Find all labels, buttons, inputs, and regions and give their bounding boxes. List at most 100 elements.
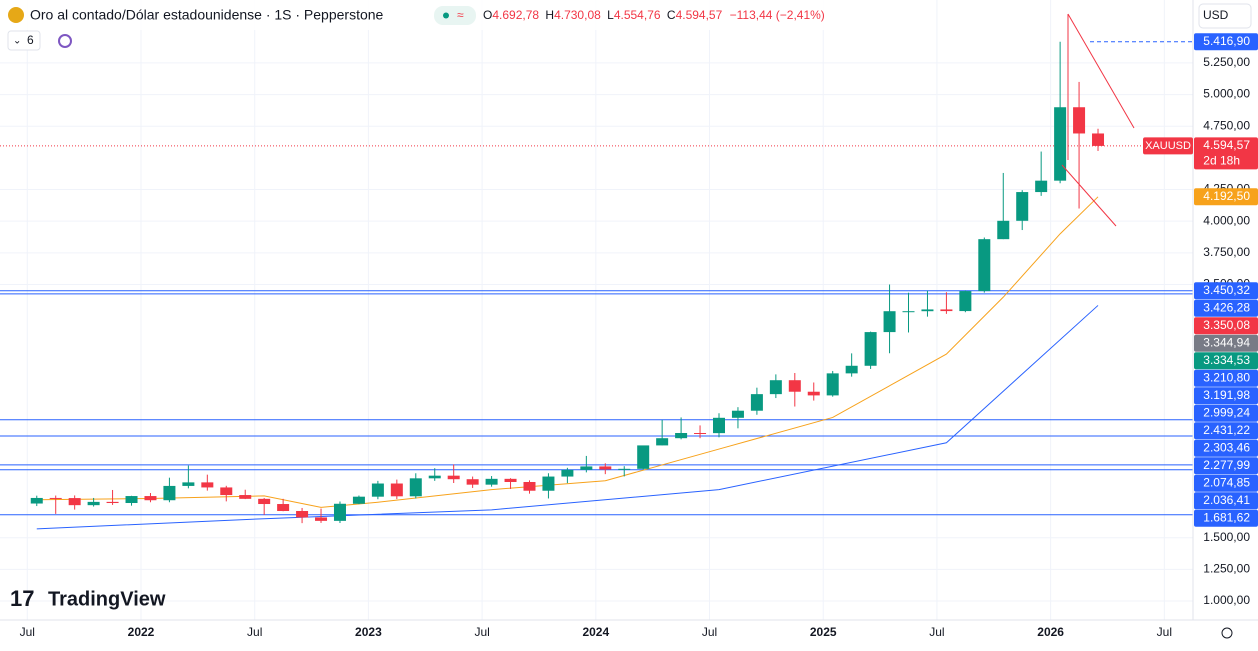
candle xyxy=(466,476,479,488)
candle-body xyxy=(106,501,119,504)
candle-body xyxy=(542,476,555,491)
y-tick-label: 3.750,00 xyxy=(1203,245,1250,259)
price-label: 3.344,94 xyxy=(1203,335,1250,349)
candle xyxy=(239,489,252,500)
candle xyxy=(997,172,1010,240)
market-status[interactable] xyxy=(434,6,476,25)
price-label-bg xyxy=(1194,474,1258,492)
candle-body xyxy=(220,487,233,496)
y-tick-label: 5.000,00 xyxy=(1203,87,1250,101)
indicator-count: 6 xyxy=(27,33,34,47)
candle-body xyxy=(239,495,252,499)
x-tick-label: 2026 xyxy=(1037,625,1064,639)
candle-body xyxy=(731,410,744,418)
price-label: 2.999,24 xyxy=(1203,405,1250,419)
candle-body xyxy=(883,311,896,333)
candle-body xyxy=(125,496,138,504)
chevron: ⌄ xyxy=(13,36,21,47)
value: 4.730,08 xyxy=(554,8,601,22)
currency-button[interactable] xyxy=(1198,3,1252,29)
candle-body xyxy=(1054,107,1067,181)
candle-body xyxy=(258,498,271,505)
candle xyxy=(485,476,498,487)
candle xyxy=(315,508,328,523)
symbol-tag-bg xyxy=(1143,137,1193,155)
candle-body xyxy=(618,468,631,470)
candle xyxy=(769,374,782,399)
candle-body xyxy=(750,394,763,411)
candle xyxy=(296,507,309,524)
price-label-bg xyxy=(1194,299,1258,317)
x-tick-label: Jul xyxy=(929,625,944,639)
candle-body xyxy=(466,479,479,485)
logo-mark: 17 xyxy=(10,586,34,611)
price-label-bg xyxy=(1194,317,1258,335)
candle xyxy=(712,413,725,438)
candle xyxy=(675,417,688,440)
candle-body xyxy=(1016,192,1029,221)
candle-body xyxy=(390,483,403,497)
candle-body xyxy=(485,478,498,485)
price-label: 2.277,99 xyxy=(1203,458,1250,472)
indicators-toggle[interactable] xyxy=(7,30,41,51)
candle-body xyxy=(826,373,839,396)
candle-body xyxy=(637,445,650,469)
candle-body xyxy=(352,496,365,504)
candle xyxy=(1016,190,1029,231)
candle-body xyxy=(447,475,460,480)
candle xyxy=(30,495,43,507)
candle xyxy=(68,495,81,510)
candle-body xyxy=(371,483,384,497)
candle-body xyxy=(182,482,195,486)
ohlc: O4.692,78 H4.730,08 L4.554,76 C4.594,57 … xyxy=(483,8,825,22)
candle xyxy=(807,382,820,401)
symbol-tag: XAUUSD xyxy=(1145,140,1191,152)
x-tick-label: Jul xyxy=(20,625,35,639)
refresh-icon[interactable] xyxy=(58,34,72,48)
price-label: 4.192,50 xyxy=(1203,189,1250,203)
candle-body xyxy=(921,309,934,312)
settings-icon[interactable] xyxy=(1221,627,1233,639)
candle xyxy=(978,237,991,293)
price-label-bg xyxy=(1194,492,1258,510)
x-tick-label: Jul xyxy=(702,625,717,639)
candle xyxy=(163,477,176,503)
status-icon: ≈ xyxy=(457,8,464,22)
trend-line xyxy=(1061,164,1117,227)
symbol-title[interactable]: Oro al contado/Dólar estadounidense · 1S… xyxy=(30,7,384,23)
candle xyxy=(750,387,763,415)
candle-body xyxy=(807,391,820,396)
candle-body xyxy=(30,497,43,504)
candle-body xyxy=(1035,180,1048,193)
candle-body xyxy=(978,239,991,292)
trend-line xyxy=(1067,13,1135,129)
trend-drawing xyxy=(1061,13,1135,227)
label: H xyxy=(545,8,554,22)
candle-body xyxy=(409,478,422,497)
price-label-bg xyxy=(1194,334,1258,352)
x-tick-label: 2022 xyxy=(128,625,155,639)
candle xyxy=(447,464,460,484)
price-label-bg xyxy=(1194,439,1258,457)
candle-body xyxy=(769,380,782,395)
x-tick-label: Jul xyxy=(474,625,489,639)
candle-body xyxy=(296,510,309,518)
candle xyxy=(883,284,896,354)
countdown: 2d 18h xyxy=(1203,154,1240,168)
candle xyxy=(390,479,403,500)
symbol-icon[interactable] xyxy=(8,7,24,23)
candle xyxy=(49,495,62,514)
candle xyxy=(940,292,953,314)
y-tick-label: 1.250,00 xyxy=(1203,562,1250,576)
candle-body xyxy=(694,432,707,434)
price-label-bg xyxy=(1194,33,1258,51)
candle xyxy=(409,473,422,499)
candle xyxy=(220,485,233,502)
candle xyxy=(731,407,744,429)
y-tick-label: 1.000,00 xyxy=(1203,593,1250,607)
value: 4.594,57 xyxy=(676,8,723,22)
label: L xyxy=(607,8,614,22)
candle xyxy=(845,353,858,377)
candle xyxy=(542,473,555,499)
